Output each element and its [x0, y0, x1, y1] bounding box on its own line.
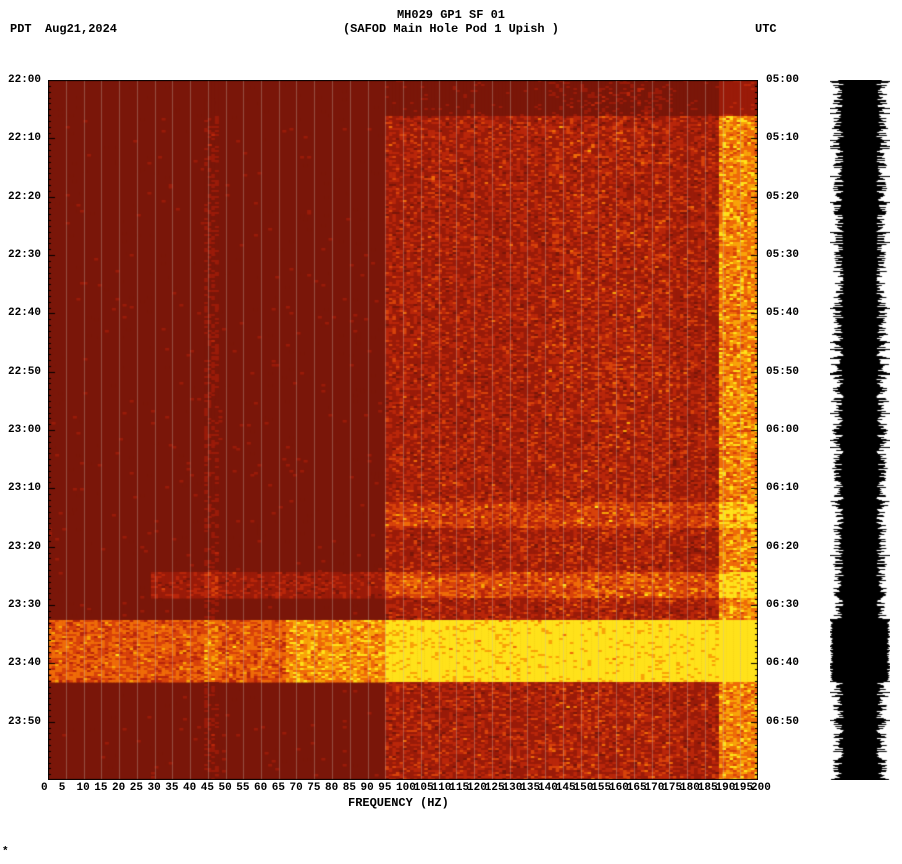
- y-tick-left: 23:00: [8, 424, 41, 436]
- y-tick-left: 22:30: [8, 249, 41, 261]
- y-tick-left: 22:10: [8, 132, 41, 144]
- y-tick-right: 06:10: [766, 482, 799, 494]
- y-tick-left: 23:40: [8, 657, 41, 669]
- x-tick: 85: [343, 782, 356, 794]
- x-tick: 80: [325, 782, 338, 794]
- x-tick: 60: [254, 782, 267, 794]
- x-tick: 30: [148, 782, 161, 794]
- y-tick-left: 23:20: [8, 541, 41, 553]
- y-tick-right: 06:40: [766, 657, 799, 669]
- y-tick-right: 05:20: [766, 191, 799, 203]
- y-tick-left: 23:10: [8, 482, 41, 494]
- x-tick: 45: [201, 782, 214, 794]
- x-tick: 25: [130, 782, 143, 794]
- x-tick: 65: [272, 782, 285, 794]
- y-tick-right: 05:50: [766, 366, 799, 378]
- x-tick: 90: [361, 782, 374, 794]
- x-tick: 35: [165, 782, 178, 794]
- y-tick-right: 06:00: [766, 424, 799, 436]
- y-tick-left: 22:50: [8, 366, 41, 378]
- y-tick-right: 05:30: [766, 249, 799, 261]
- y-tick-left: 22:00: [8, 74, 41, 86]
- y-tick-left: 22:20: [8, 191, 41, 203]
- y-tick-left: 23:30: [8, 599, 41, 611]
- y-tick-left: 23:50: [8, 716, 41, 728]
- y-tick-left: 22:40: [8, 307, 41, 319]
- x-axis-label: FREQUENCY (HZ): [348, 796, 449, 810]
- x-tick: 70: [290, 782, 303, 794]
- y-tick-right: 05:40: [766, 307, 799, 319]
- title-line1: MH029 GP1 SF 01: [0, 8, 902, 22]
- y-tick-right: 06:20: [766, 541, 799, 553]
- x-tick: 10: [77, 782, 90, 794]
- x-tick: 55: [236, 782, 249, 794]
- spectrogram-plot: [48, 80, 758, 780]
- x-tick: 200: [751, 782, 771, 794]
- x-tick: 75: [307, 782, 320, 794]
- x-tick: 40: [183, 782, 196, 794]
- left-tz: PDT: [10, 22, 32, 36]
- x-tick: 5: [59, 782, 66, 794]
- y-tick-right: 05:00: [766, 74, 799, 86]
- footer-mark: *: [2, 846, 9, 858]
- x-tick: 95: [378, 782, 391, 794]
- right-tz: UTC: [755, 22, 777, 36]
- x-tick: 15: [94, 782, 107, 794]
- y-tick-right: 05:10: [766, 132, 799, 144]
- y-tick-right: 06:30: [766, 599, 799, 611]
- x-tick: 0: [41, 782, 48, 794]
- x-tick: 50: [219, 782, 232, 794]
- date: Aug21,2024: [45, 22, 117, 36]
- waveform-plot: [830, 80, 890, 780]
- y-tick-right: 06:50: [766, 716, 799, 728]
- x-tick: 20: [112, 782, 125, 794]
